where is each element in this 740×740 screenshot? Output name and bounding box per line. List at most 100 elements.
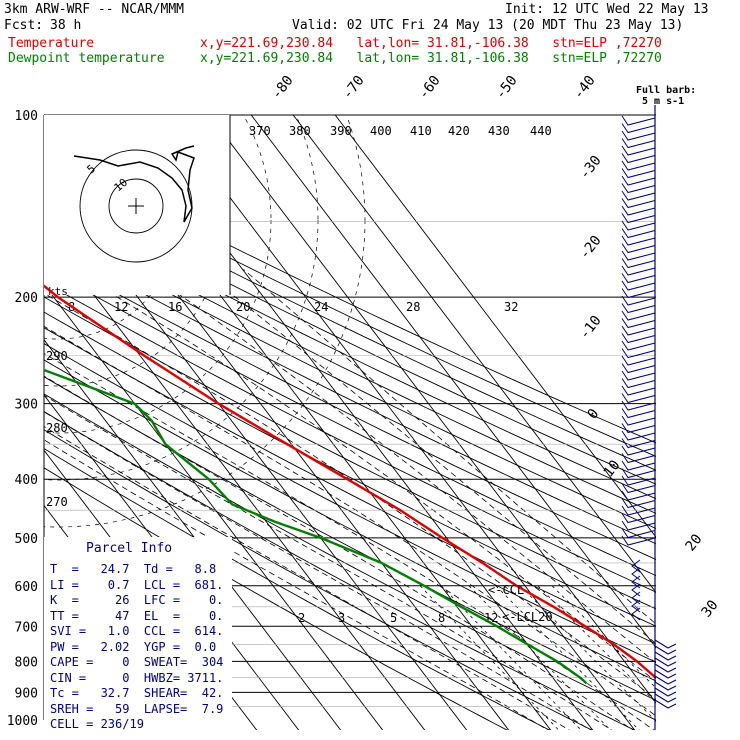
isotherm-line [208, 115, 656, 704]
parcel-info-row: T = 24.7 Td = 8.8 [50, 562, 217, 576]
speed-arc [44, 115, 366, 528]
ccl-marker: <-CCL [488, 583, 524, 597]
wind-barb [631, 607, 641, 621]
wind-barb [621, 370, 656, 381]
wind-barb [621, 318, 656, 329]
dewpoint-profile [44, 368, 588, 685]
moist-adiabat-line [243, 269, 656, 625]
pressure-tick-label: 1000 [7, 714, 38, 729]
dry-adiabat-line [44, 327, 656, 645]
model-title: 3km ARW-WRF -- NCAR/MMM [4, 2, 185, 17]
wind-barb [621, 303, 656, 314]
wind-barb [621, 310, 656, 321]
wind-barb [621, 438, 656, 449]
temperature-profile [44, 284, 656, 679]
moist-adiabat-line [44, 439, 549, 730]
mixing-ratio-line [495, 585, 640, 730]
dry-adiabat-line [44, 253, 656, 561]
wind-speed-label: 24 [314, 300, 328, 314]
wind-barb [621, 498, 656, 509]
isotherm-tick-label: 0 [585, 406, 603, 422]
moist-adiabat-line [44, 353, 655, 730]
equivalent-potential-temperature-label: 290 [46, 349, 68, 363]
wind-barb [621, 475, 656, 486]
wind-barb [621, 520, 656, 531]
wind-speed-label: 20 [236, 300, 250, 314]
wind-barb [621, 348, 656, 359]
isotherm-tick-label: -30 [577, 153, 605, 183]
isotherm-tick-label: -10 [577, 313, 605, 343]
speed-arc [44, 115, 272, 434]
isotherm-tick-label: -40 [571, 73, 599, 103]
parcel-info-panel: Parcel Info [44, 537, 232, 730]
mixing-ratio-line [440, 585, 582, 730]
pressure-tick-label: 300 [15, 398, 38, 413]
wind-barb [621, 445, 656, 456]
wind-barb [621, 243, 656, 254]
dry-adiabat-line [44, 311, 656, 627]
pressure-tick-label: 100 [15, 109, 38, 124]
wind-barb [631, 599, 641, 613]
mixing-ratio-label: 8 [438, 611, 445, 625]
pressure-tick-label: 700 [15, 620, 38, 635]
dry-adiabat-line [44, 429, 593, 730]
potential-temperature-label: 380 [289, 124, 311, 138]
parcel-info-row: PW = 2.02 YGP = 0.0 [50, 639, 217, 654]
wind-barb [621, 168, 656, 179]
isotherm-tick-label: -80 [269, 73, 297, 103]
mixing-ratio-label: 2 [298, 611, 305, 625]
isotherm-line [44, 338, 342, 730]
wind-speed-label: 16 [168, 300, 182, 314]
forecast-label: Fcst: [4, 18, 44, 33]
wind-barb [621, 325, 656, 336]
parcel-info-row: CAPE = 0 SWEAT= 304 [50, 655, 224, 669]
equivalent-potential-temperature-label: 280 [46, 421, 68, 435]
wind-barb [621, 198, 656, 209]
wind-barb [621, 213, 656, 224]
moist-adiabat-line [44, 292, 656, 700]
dry-adiabat-line [44, 149, 656, 444]
wind-barb [621, 295, 656, 306]
wind-barb [621, 145, 656, 156]
wind-barb [621, 190, 656, 201]
dry-adiabat-line [44, 343, 656, 663]
isotherm-line [292, 115, 656, 594]
dewpoint-legend: Dewpoint temperature [8, 51, 165, 66]
parcel-info-row: Tc = 32.7 SHEAR= 42. [50, 686, 224, 700]
parcel-info-row: TT = 47 EL = 0. [50, 608, 224, 623]
isotherm-tick-label: -60 [416, 73, 444, 103]
wind-barb [621, 460, 656, 471]
wind-barb [621, 423, 656, 434]
wind-barb [621, 505, 656, 516]
mixing-ratio-line [468, 585, 612, 730]
wind-barb [621, 490, 656, 501]
wind-barb [621, 340, 656, 351]
barb-legend-units: 5 m s-1 [642, 96, 684, 107]
isotherm-line [44, 228, 426, 730]
wind-barb [654, 669, 677, 679]
mixing-ratio-line [419, 585, 560, 730]
wind-barb [621, 513, 656, 524]
isotherm-tick-label: 30 [699, 597, 722, 620]
forecast-hour: 38 h [50, 18, 82, 33]
isotherm-line [0, 87, 7, 733]
wind-barb [654, 681, 677, 691]
wind-speed-label: 28 [406, 300, 420, 314]
dry-adiabat-line [44, 174, 656, 471]
pressure-tick-label: 800 [15, 655, 38, 670]
parcel-info-row: CIN = 0 HWBZ= 3711. [50, 670, 224, 685]
potential-temperature-label: 390 [330, 124, 352, 138]
wind-barb [621, 535, 656, 546]
mixing-ratio-label: 3 [338, 611, 345, 625]
isotherm-line [334, 115, 656, 538]
lcl-marker: <-LCL20 [502, 610, 553, 624]
wind-barb [654, 657, 677, 667]
isotherm-tick-label: 20 [683, 531, 706, 554]
parcel-info-row: SVI = 1.0 CCL = 614. [50, 624, 224, 638]
parcel-info-row: CELL = 236/19 [50, 717, 144, 731]
wind-barb [621, 228, 656, 239]
wind-barb [621, 393, 656, 404]
wind-barb [621, 220, 656, 231]
wind-barb [621, 273, 656, 284]
